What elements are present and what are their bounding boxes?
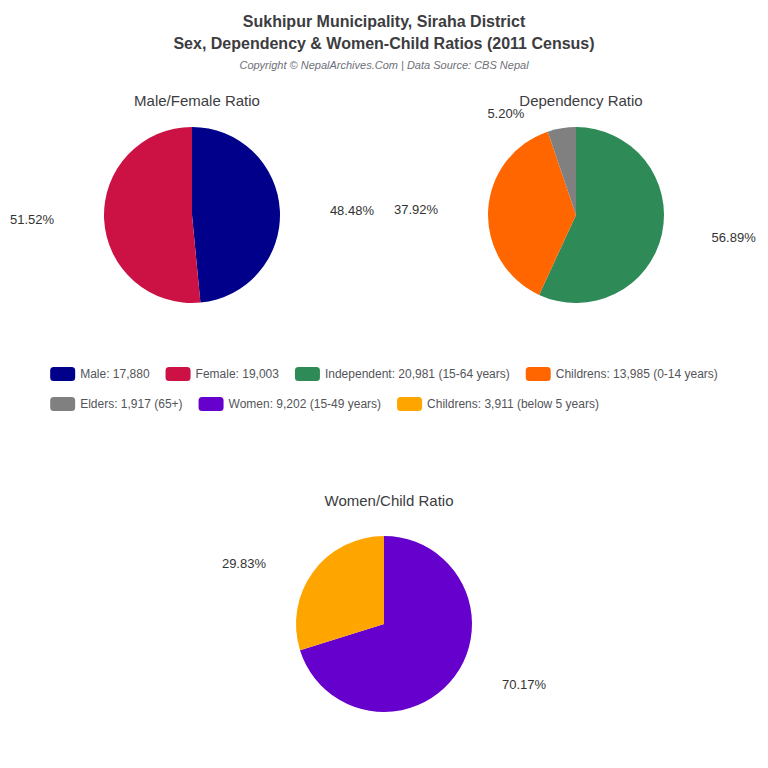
svg-text:Sukhipur Municipality, Siraha: Sukhipur Municipality, Siraha District (243, 13, 526, 30)
svg-text:56.89%: 56.89% (712, 230, 757, 245)
svg-text:Childrens: 3,911 (below 5 year: Childrens: 3,911 (below 5 years) (427, 397, 599, 411)
svg-text:Male/Female Ratio: Male/Female Ratio (134, 92, 260, 109)
svg-text:70.17%: 70.17% (502, 677, 547, 692)
svg-text:Copyright © NepalArchives.Com: Copyright © NepalArchives.Com | Data Sou… (239, 59, 529, 71)
svg-text:Sex, Dependency & Women-Child: Sex, Dependency & Women-Child Ratios (20… (173, 35, 594, 52)
svg-text:48.48%: 48.48% (330, 203, 375, 218)
svg-text:Independent: 20,981 (15-64 yea: Independent: 20,981 (15-64 years) (325, 367, 510, 381)
svg-text:51.52%: 51.52% (10, 212, 55, 227)
svg-text:29.83%: 29.83% (222, 556, 267, 571)
svg-text:Dependency Ratio: Dependency Ratio (519, 92, 642, 109)
svg-text:Childrens: 13,985 (0-14 years): Childrens: 13,985 (0-14 years) (556, 367, 718, 381)
svg-text:Female: 19,003: Female: 19,003 (196, 367, 280, 381)
svg-text:37.92%: 37.92% (394, 202, 439, 217)
svg-text:Women: 9,202 (15-49 years): Women: 9,202 (15-49 years) (229, 397, 382, 411)
svg-text:5.20%: 5.20% (487, 105, 525, 121)
svg-text:Women/Child Ratio: Women/Child Ratio (325, 492, 454, 509)
svg-text:Elders: 1,917 (65+): Elders: 1,917 (65+) (80, 397, 182, 411)
svg-text:Male: 17,880: Male: 17,880 (80, 367, 150, 381)
